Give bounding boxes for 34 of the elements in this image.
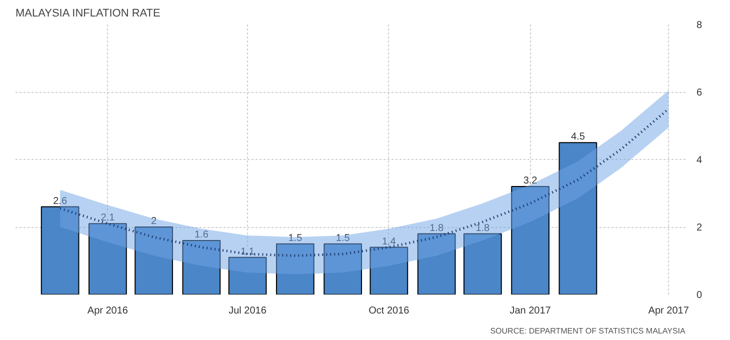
bar: [134, 226, 173, 294]
data-label: 1.6: [194, 230, 209, 240]
data-label: 2: [151, 216, 158, 227]
bar: [558, 142, 598, 294]
bar: [370, 246, 408, 294]
bar: [88, 223, 127, 294]
bar: [182, 240, 221, 294]
bar: [511, 186, 550, 294]
bar: [228, 256, 267, 294]
data-label: 1.5: [336, 232, 350, 244]
bar: [417, 233, 456, 294]
y-tick-label: 0: [696, 290, 702, 301]
x-tick-label: Apr 2017: [648, 306, 690, 316]
chart-title: MALAYSIA INFLATION RATE: [16, 8, 160, 20]
x-tick-label: Jan 2017: [510, 306, 552, 316]
x-tick-label: Apr 2016: [87, 306, 128, 316]
bar: [324, 243, 362, 294]
x-tick-label: Jul 2016: [228, 306, 267, 316]
y-tick-label: 6: [696, 88, 702, 98]
bar: [463, 233, 502, 294]
source-note: SOURCE: DEPARTMENT OF STATISTICS MALAYSIA: [490, 326, 686, 336]
bar: [276, 243, 314, 294]
x-tick-label: Oct 2016: [368, 306, 410, 316]
data-label: 4.5: [570, 132, 586, 143]
y-tick-label: 4: [696, 155, 702, 166]
y-tick-label: 2: [696, 222, 702, 234]
data-label: 1.8: [476, 222, 490, 234]
data-label: 3.2: [523, 176, 538, 186]
y-tick-label: 8: [696, 20, 702, 31]
data-label: 1.1: [240, 246, 255, 258]
bar: [40, 206, 80, 294]
data-label: 2.1: [100, 212, 116, 224]
data-label: 1.8: [430, 222, 444, 234]
data-label: 1.4: [382, 236, 396, 248]
